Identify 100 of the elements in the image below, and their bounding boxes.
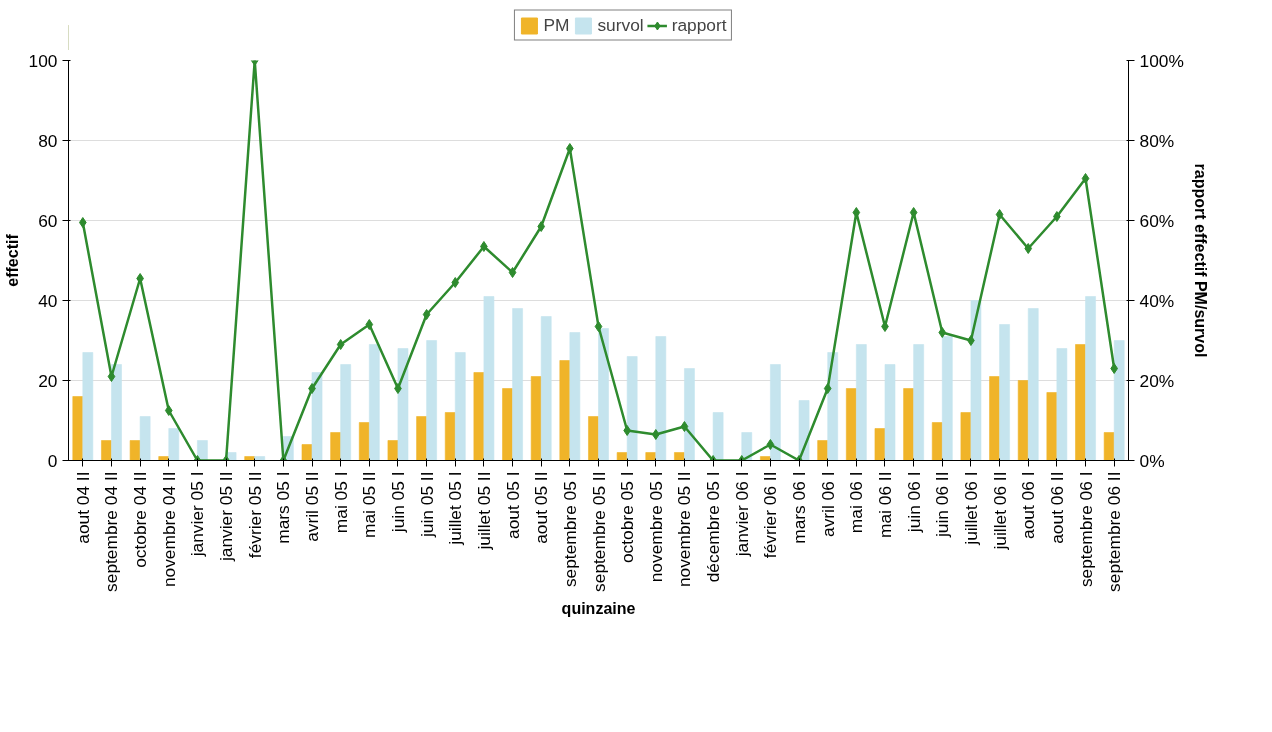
bar	[311, 372, 323, 461]
bar	[1103, 432, 1115, 461]
bar	[301, 444, 313, 461]
y2-tick-label: 40%	[1139, 290, 1175, 311]
bar	[846, 388, 857, 461]
point	[938, 327, 947, 338]
bar	[254, 456, 266, 461]
x-tick-label: novembre 05 I	[645, 471, 666, 583]
bar	[559, 360, 571, 461]
point	[308, 383, 316, 394]
bar	[1075, 344, 1086, 461]
point	[766, 439, 775, 450]
bar	[598, 328, 609, 461]
bar	[884, 364, 896, 461]
x-tick-label: mars 06 I	[789, 471, 810, 544]
point	[537, 221, 546, 232]
x-tick-label: septembre 05 I	[559, 471, 580, 588]
y-tick-label: 20	[38, 370, 58, 391]
x-tick-label: mai 06 I	[846, 471, 867, 534]
x-tick-label: aout 05 I	[502, 471, 523, 539]
bar	[960, 412, 972, 461]
bar	[397, 348, 409, 461]
point	[566, 143, 574, 154]
x-tick-label: aout 06 II	[1046, 471, 1067, 544]
bar	[540, 316, 552, 461]
y-tick-label: 40	[38, 290, 58, 311]
y-tick-label: 60	[38, 210, 58, 231]
bar	[1056, 348, 1068, 461]
x-tick-label: juillet 05 II	[473, 471, 494, 551]
y2-tick-label: 20%	[1139, 370, 1175, 391]
x-tick-label: janvier 05 I	[187, 471, 208, 558]
bar	[588, 416, 599, 461]
bar	[970, 300, 982, 461]
y2-tick-label: 100%	[1139, 50, 1184, 71]
y2-tick-label: 60%	[1139, 210, 1175, 231]
bar	[129, 440, 141, 461]
point	[651, 429, 660, 440]
x-tick-label: juillet 06 I	[960, 471, 981, 546]
bar	[1046, 392, 1058, 461]
x-tick-label: juin 05 I	[387, 471, 408, 534]
bar	[502, 388, 513, 461]
bar	[674, 452, 685, 461]
bar	[444, 412, 456, 461]
x-tick-label: janvier 06 I	[731, 471, 752, 558]
bar	[416, 416, 427, 461]
point	[594, 321, 603, 332]
x-tick-label: septembre 04 II	[101, 471, 122, 592]
bar	[387, 440, 399, 461]
bar	[1027, 308, 1039, 461]
x-tick-label: octobre 05 I	[617, 471, 638, 564]
bar	[770, 364, 781, 461]
bar	[340, 364, 351, 461]
x-tick-label: octobre 04 II	[130, 471, 151, 568]
bar	[168, 428, 180, 461]
x-tick-label: mai 05 II	[359, 471, 380, 538]
x-tick-label: mai 05 I	[330, 471, 351, 534]
x-axis-title: quinzaine	[561, 599, 636, 617]
y-axis-title: effectif	[3, 233, 21, 287]
bar	[139, 416, 151, 461]
bar	[616, 452, 628, 461]
bar	[655, 336, 667, 461]
bar	[817, 440, 828, 461]
point	[480, 241, 488, 252]
bar	[712, 412, 724, 461]
x-tick-label: mars 05 I	[273, 471, 294, 544]
x-tick-label: décembre 05 I	[703, 471, 724, 583]
bar	[626, 356, 638, 461]
bar	[913, 344, 924, 461]
y2-axis-title: rapport effectif PM/survol	[1191, 163, 1209, 358]
point	[78, 217, 87, 228]
y-tick-label: 0	[47, 450, 58, 471]
point	[623, 425, 631, 436]
bar	[111, 364, 122, 461]
y-tick-label: 100	[28, 50, 58, 71]
x-tick-label: juin 06 I	[903, 471, 924, 534]
bar	[941, 336, 953, 461]
bar	[197, 440, 208, 461]
point	[1110, 363, 1119, 374]
point	[164, 405, 173, 416]
point	[365, 319, 374, 330]
bar	[369, 344, 380, 461]
x-tick-label: novembre 04 II	[158, 471, 179, 588]
point	[823, 383, 832, 394]
bar	[874, 428, 886, 461]
x-tick-label: juin 06 II	[932, 471, 953, 539]
bar	[82, 352, 94, 461]
x-tick-label: aout 06 I	[1018, 471, 1039, 539]
point	[451, 277, 460, 288]
bar	[999, 324, 1010, 461]
bar	[358, 422, 370, 461]
x-tick-label: septembre 06 II	[1104, 471, 1125, 592]
point	[680, 421, 689, 432]
legend-label: PM	[543, 14, 570, 36]
bar	[454, 352, 466, 461]
bar	[330, 432, 341, 461]
bar	[1017, 380, 1029, 461]
x-tick-label: avril 05 II	[302, 471, 323, 542]
bar	[903, 388, 914, 461]
bar	[931, 422, 943, 461]
x-tick-label: avril 06 I	[817, 471, 838, 537]
